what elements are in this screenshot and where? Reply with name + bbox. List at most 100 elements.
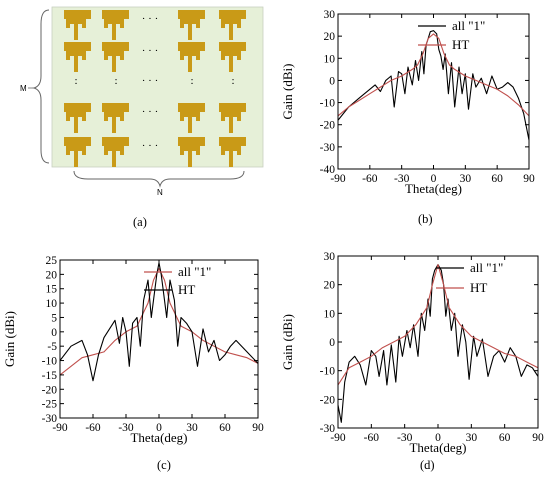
x-tick-label: 30 [460,173,472,185]
legend-label: HT [178,282,195,297]
antenna-element [102,103,129,133]
col-label-n: N [157,188,163,197]
ellipsis-horizontal: · · · [142,140,159,152]
col-brace [73,170,245,188]
ellipsis-vertical: : [114,75,117,87]
antenna-element [64,10,91,40]
x-tick-label: -90 [52,422,68,434]
x-tick-label: 90 [523,173,535,185]
series-line-b-1 [338,30,529,141]
y-tick-label: -10 [320,98,336,110]
ellipsis-vertical: : [231,75,234,87]
y-tick-label: 0 [329,75,335,87]
y-axis-label: Gain (dBi) [2,311,17,367]
antenna-element [178,103,205,133]
y-tick-label: 5 [51,312,57,324]
antenna-element [102,137,129,167]
x-tick-label: -30 [394,173,410,185]
x-tick-label: -90 [330,432,346,444]
y-tick-label: 0 [329,337,335,349]
x-tick-label: 90 [532,432,544,444]
y-tick-label: -30 [320,142,336,154]
x-axis-label: Theta(deg) [409,440,466,455]
antenna-element [64,137,91,167]
plot-frame [59,259,259,419]
y-tick-label: -40 [320,164,336,176]
x-tick-label: 60 [499,432,511,444]
row-brace [32,9,50,164]
y-tick-label: -20 [42,384,58,396]
chart-b: -90 -60 -30 0 30 60 90-40-30-20-100102030Theta… [280,9,535,226]
series-line-c-1 [60,268,258,376]
antenna-element [178,10,205,40]
x-tick-label: 30 [186,422,198,434]
x-axis-label: Theta(deg) [405,181,462,196]
x-tick-label: -60 [85,422,101,434]
x-tick-label: -30 [397,432,413,444]
ellipsis-horizontal: · · · [142,106,159,118]
ellipsis-horizontal: · · · [142,13,159,25]
antenna-element [102,10,129,40]
caption-c: (c) [157,458,171,472]
caption-a: (a) [133,215,147,229]
y-tick-label: 10 [324,308,336,320]
legend-label: all "1" [178,264,211,279]
antenna-element [178,42,205,72]
series-line-c-2 [60,262,258,382]
y-tick-label: 30 [324,9,336,21]
y-tick-label: -30 [320,423,336,435]
antenna-element [219,10,246,40]
antenna-element [64,42,91,72]
row-label-m: M [20,84,27,93]
antenna-element [219,42,246,72]
plot-frame [337,255,539,429]
y-tick-label: 0 [51,327,57,339]
antenna-element [219,137,246,167]
x-tick-label: 60 [219,422,231,434]
antenna-element [102,42,129,72]
x-tick-label: -60 [364,432,380,444]
caption-d: (d) [420,458,435,472]
y-tick-label: -15 [42,370,58,382]
y-tick-label: 30 [324,251,336,263]
series-line-d-2 [338,264,538,386]
x-tick-label: 0 [431,173,437,185]
antenna-elements: · · ·· · ·· · ·· · ·::::· · · [64,10,246,167]
y-tick-label: 25 [46,255,58,267]
x-tick-label: 60 [491,173,503,185]
ellipsis-horizontal: · · · [142,75,159,87]
antenna-element [64,103,91,133]
y-axis-label: Gain (dBi) [280,64,295,120]
series-line-d-1 [338,264,538,423]
x-tick-label: 30 [466,432,478,444]
y-axis-label: Gain (dBi) [280,314,295,370]
x-tick-label: 0 [156,422,162,434]
x-tick-label: 90 [252,422,264,434]
legend-label: all "1" [452,18,485,33]
y-tick-label: -30 [42,413,58,425]
y-tick-label: -20 [320,394,336,406]
y-tick-label: 20 [324,280,336,292]
legend-label: HT [452,37,469,52]
ellipsis-horizontal: · · · [142,45,159,57]
x-axis-label: Theta(deg) [130,430,187,445]
legend-label: HT [470,280,487,295]
caption-b: (b) [418,212,433,226]
y-tick-label: 20 [324,31,336,43]
antenna-element [178,137,205,167]
x-tick-label: -30 [118,422,134,434]
y-tick-label: 20 [46,269,58,281]
x-tick-label: -60 [362,173,378,185]
y-tick-label: -20 [320,120,336,132]
y-tick-label: -5 [47,341,57,353]
ellipsis-vertical: : [190,75,193,87]
x-tick-label: -90 [330,173,346,185]
y-tick-label: -25 [42,399,58,411]
y-tick-label: 15 [46,284,58,296]
antenna-element [219,103,246,133]
array-diagram: · · ·· · ·· · ·· · ·::::· · · M N (a) [20,6,264,229]
y-tick-label: -10 [42,356,58,368]
ellipsis-vertical: : [74,75,77,87]
y-tick-label: 10 [46,298,58,310]
